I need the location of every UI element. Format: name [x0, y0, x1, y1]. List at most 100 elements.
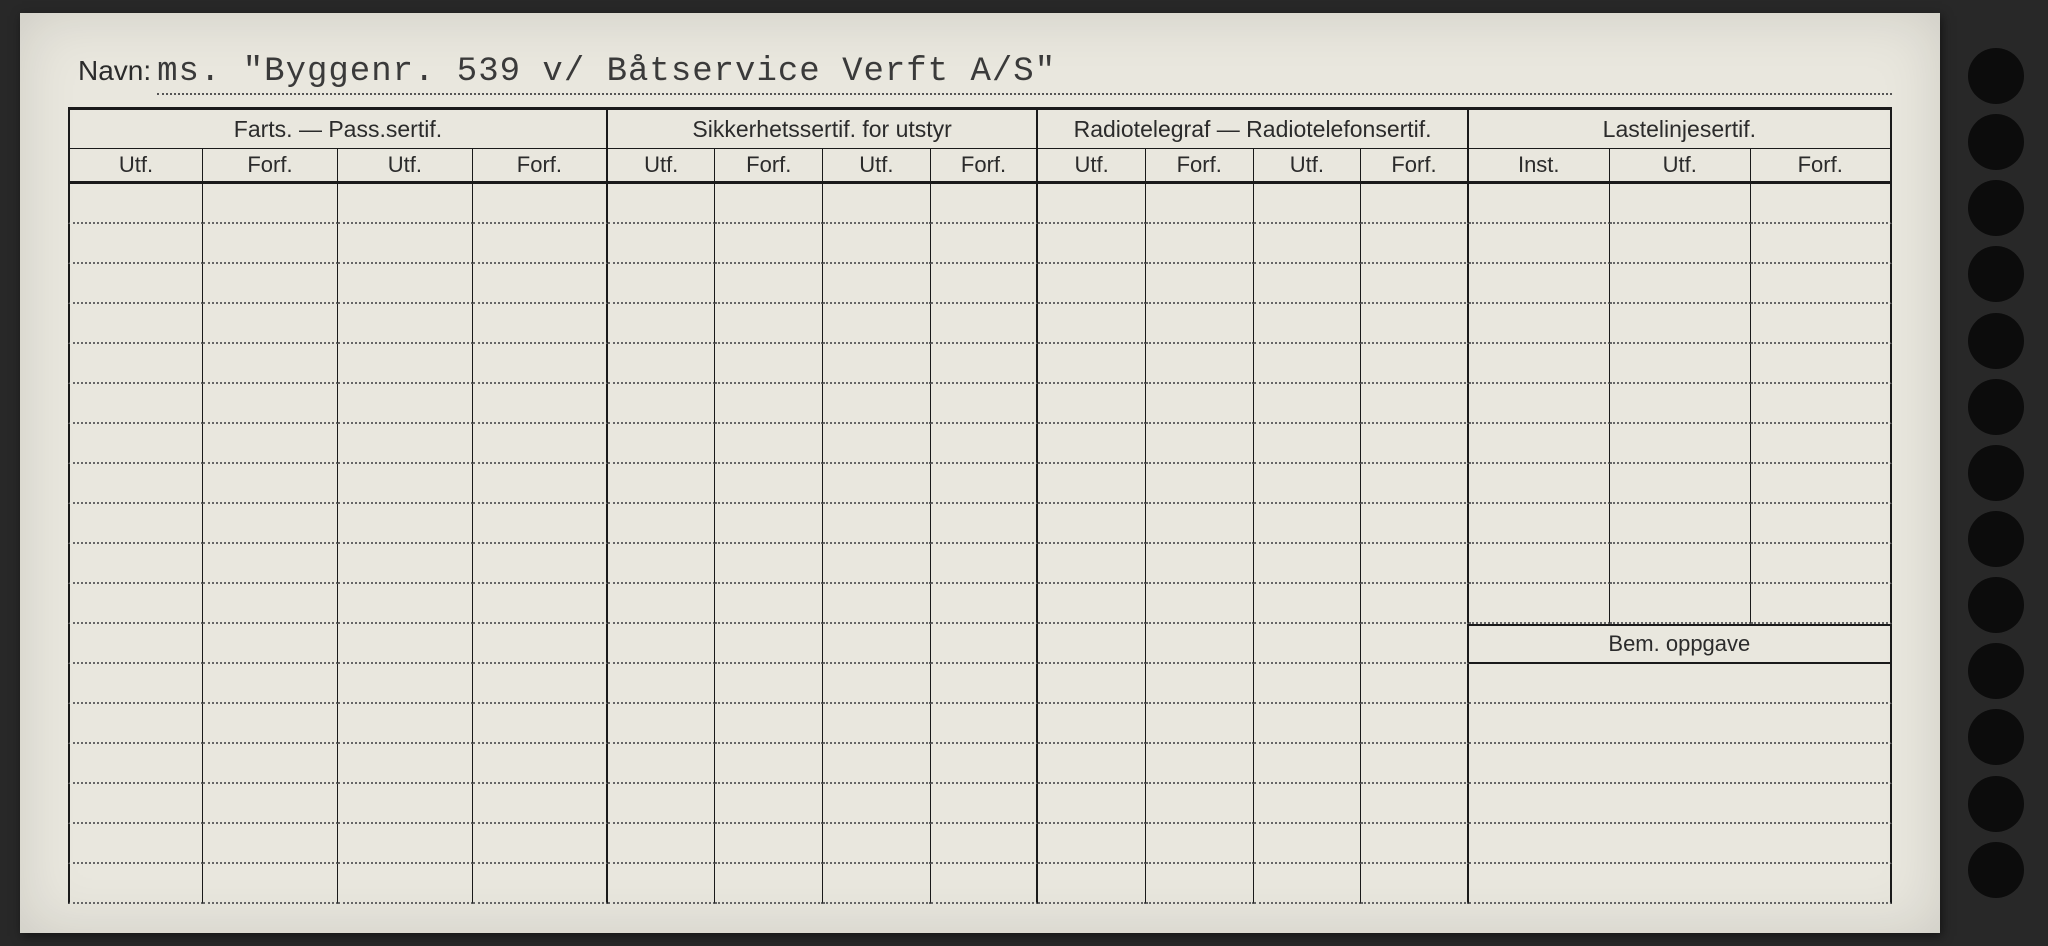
cell — [1038, 224, 1146, 264]
cell — [931, 464, 1039, 504]
cell — [1146, 184, 1254, 224]
subcol: Utf. — [1254, 149, 1362, 181]
bem-cell — [1469, 784, 1892, 824]
cell — [473, 544, 608, 584]
cell — [931, 784, 1039, 824]
cell — [473, 624, 608, 664]
subcol: Utf. — [338, 149, 473, 181]
cell — [203, 184, 338, 224]
cell — [203, 824, 338, 864]
cell — [1254, 384, 1362, 424]
cell — [823, 384, 931, 424]
cell — [68, 464, 203, 504]
cell — [1361, 344, 1469, 384]
cell — [1361, 304, 1469, 344]
cell — [608, 224, 716, 264]
cell — [1751, 184, 1892, 224]
cell — [931, 704, 1039, 744]
cell — [68, 704, 203, 744]
table-row — [68, 304, 1892, 344]
cell — [823, 344, 931, 384]
cell — [1146, 864, 1254, 904]
cell — [1146, 424, 1254, 464]
cell — [1610, 344, 1751, 384]
subcol: Utf. — [823, 149, 931, 181]
cell — [715, 784, 823, 824]
bem-cell — [1469, 744, 1892, 784]
cell — [1254, 664, 1362, 704]
cell — [1146, 224, 1254, 264]
cell — [931, 424, 1039, 464]
cell — [338, 704, 473, 744]
table-row — [68, 664, 1892, 704]
cell — [1038, 184, 1146, 224]
cell — [68, 664, 203, 704]
cell — [203, 464, 338, 504]
cell — [68, 504, 203, 544]
cell — [203, 664, 338, 704]
cell — [1610, 584, 1751, 624]
subcol: Inst. — [1469, 149, 1610, 181]
cell — [1254, 864, 1362, 904]
cell — [608, 864, 716, 904]
cell — [608, 704, 716, 744]
cell — [203, 384, 338, 424]
cell — [1146, 544, 1254, 584]
cell — [1146, 344, 1254, 384]
punch-hole — [1968, 577, 2024, 633]
cell — [1254, 824, 1362, 864]
cell — [1361, 664, 1469, 704]
group-header-radio: Radiotelegraf — Radiotelefonsertif. — [1038, 110, 1468, 148]
cell — [473, 224, 608, 264]
cell — [338, 744, 473, 784]
header-row-1: Farts. — Pass.sertif. Sikkerhetssertif. … — [68, 110, 1892, 148]
punch-hole — [1968, 114, 2024, 170]
table-row — [68, 264, 1892, 304]
cell — [338, 664, 473, 704]
cell — [823, 624, 931, 664]
cell — [608, 424, 716, 464]
cell — [203, 864, 338, 904]
cell — [1469, 184, 1610, 224]
cell — [473, 184, 608, 224]
cell — [473, 504, 608, 544]
punch-hole — [1968, 643, 2024, 699]
cell — [1254, 504, 1362, 544]
cell — [1361, 464, 1469, 504]
cell — [1038, 544, 1146, 584]
cell — [1038, 784, 1146, 824]
cell — [1146, 584, 1254, 624]
cell — [1610, 224, 1751, 264]
cell — [931, 824, 1039, 864]
cell — [1361, 824, 1469, 864]
subcol: Utf. — [1038, 149, 1146, 181]
punch-hole — [1968, 313, 2024, 369]
cell — [608, 264, 716, 304]
cell — [715, 624, 823, 664]
cell — [1751, 384, 1892, 424]
cell — [1751, 464, 1892, 504]
cell — [68, 304, 203, 344]
cell — [338, 224, 473, 264]
cell — [1361, 584, 1469, 624]
cell — [1146, 704, 1254, 744]
cell — [931, 264, 1039, 304]
cell — [608, 784, 716, 824]
cell — [1751, 224, 1892, 264]
cell — [203, 704, 338, 744]
cell — [338, 184, 473, 224]
cell — [1751, 504, 1892, 544]
cell — [715, 384, 823, 424]
punch-hole — [1968, 709, 2024, 765]
table-row — [68, 784, 1892, 824]
cell — [1038, 304, 1146, 344]
bem-cell — [1469, 864, 1892, 904]
cell — [68, 424, 203, 464]
cell — [1751, 424, 1892, 464]
table-row — [68, 224, 1892, 264]
cell — [68, 864, 203, 904]
cell — [715, 464, 823, 504]
cell — [68, 264, 203, 304]
cell — [1751, 544, 1892, 584]
cell — [473, 344, 608, 384]
